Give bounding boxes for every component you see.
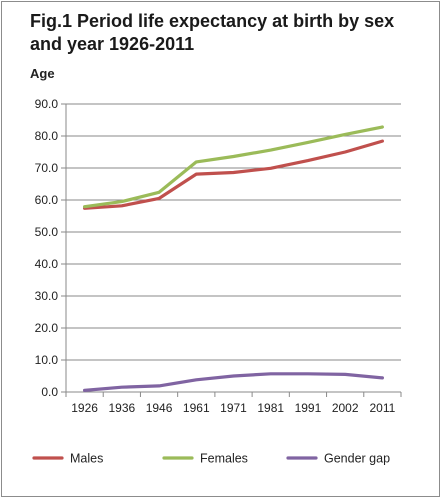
y-axis-label: Age: [30, 66, 55, 81]
series-line-males: [82, 139, 384, 210]
legend-label-males: Males: [70, 452, 103, 466]
series-line-gender-gap: [82, 372, 384, 392]
x-tick-label: 1936: [108, 401, 135, 415]
y-tick-label: 80.0: [35, 129, 59, 143]
series-line-females: [82, 125, 384, 209]
y-tick-label: 0.0: [41, 385, 58, 399]
y-tick-label: 10.0: [35, 353, 59, 367]
x-tick-label: 1961: [183, 401, 210, 415]
x-tick-label: 2011: [369, 401, 395, 415]
y-tick-label: 70.0: [35, 161, 59, 175]
x-tick-label: 1981: [257, 401, 284, 415]
x-tick-label: 1926: [71, 401, 98, 415]
y-tick-label: 30.0: [35, 289, 59, 303]
legend-label-females: Females: [200, 452, 248, 466]
y-tick-label: 50.0: [35, 225, 59, 239]
y-tick-label: 60.0: [35, 193, 59, 207]
legend-label-gender-gap: Gender gap: [324, 452, 390, 466]
x-tick-label: 1991: [295, 401, 322, 415]
x-tick-label: 1946: [146, 401, 173, 415]
chart-title: Fig.1 Period life expectancy at birth by…: [30, 11, 395, 54]
x-tick-label: 1971: [220, 401, 247, 415]
y-tick-label: 40.0: [35, 257, 59, 271]
x-tick-label: 2002: [332, 401, 359, 415]
y-tick-label: 90.0: [35, 97, 59, 111]
y-tick-label: 20.0: [35, 321, 59, 335]
